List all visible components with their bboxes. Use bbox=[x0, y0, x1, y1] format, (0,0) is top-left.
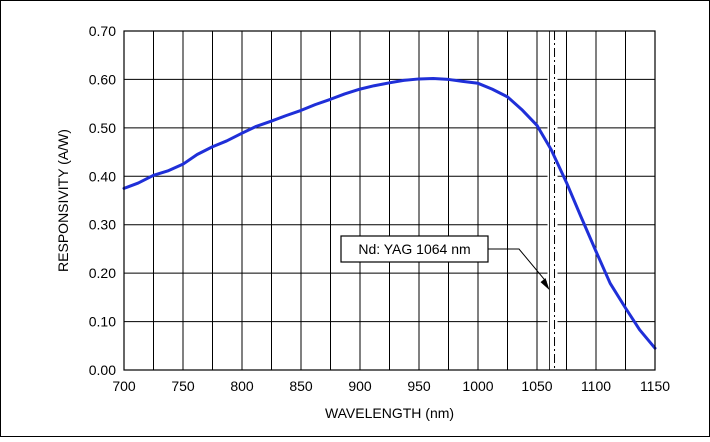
annotation-leader bbox=[488, 248, 547, 283]
annotation-label: Nd: YAG 1064 nm bbox=[358, 241, 470, 257]
y-tick-label: 0.00 bbox=[89, 362, 116, 378]
series-layer bbox=[122, 76, 657, 350]
x-tick-labels: 700 750 800 850 900 950 1000 1050 1100 1150 bbox=[112, 378, 670, 394]
y-tick-label: 0.70 bbox=[89, 23, 116, 39]
reference-band bbox=[547, 31, 558, 370]
x-tick-label: 800 bbox=[230, 378, 254, 394]
x-tick-label: 850 bbox=[289, 378, 313, 394]
x-tick-label: 700 bbox=[112, 378, 136, 394]
x-axis-label: WAVELENGTH (nm) bbox=[325, 405, 454, 421]
x-tick-label: 1050 bbox=[521, 378, 552, 394]
x-tick-label: 1150 bbox=[640, 378, 670, 394]
responsivity-curve bbox=[122, 76, 657, 350]
y-tick-label: 0.50 bbox=[89, 120, 116, 136]
x-tick-label: 1100 bbox=[581, 378, 611, 394]
x-tick-label: 1000 bbox=[462, 378, 493, 394]
y-tick-label: 0.20 bbox=[89, 265, 116, 281]
y-axis-label: RESPONSIVITY (A/W) bbox=[55, 129, 71, 272]
annotation-box bbox=[340, 235, 489, 263]
y-tick-labels: 0.00 0.10 0.20 0.30 0.40 0.50 0.60 0.70 bbox=[89, 23, 116, 378]
y-tick-label: 0.30 bbox=[89, 217, 116, 233]
plot-border bbox=[123, 30, 656, 371]
y-tick-label: 0.10 bbox=[89, 314, 116, 330]
x-tick-label: 900 bbox=[348, 378, 372, 394]
annotation-layer: Nd: YAG 1064 nm bbox=[340, 235, 550, 291]
x-tick-label: 750 bbox=[171, 378, 195, 394]
reference-line-layer bbox=[547, 31, 558, 370]
x-tick-label: 950 bbox=[407, 378, 431, 394]
y-tick-label: 0.60 bbox=[89, 71, 116, 87]
y-tick-label: 0.40 bbox=[89, 168, 116, 184]
annotation-arrowhead bbox=[540, 278, 550, 291]
